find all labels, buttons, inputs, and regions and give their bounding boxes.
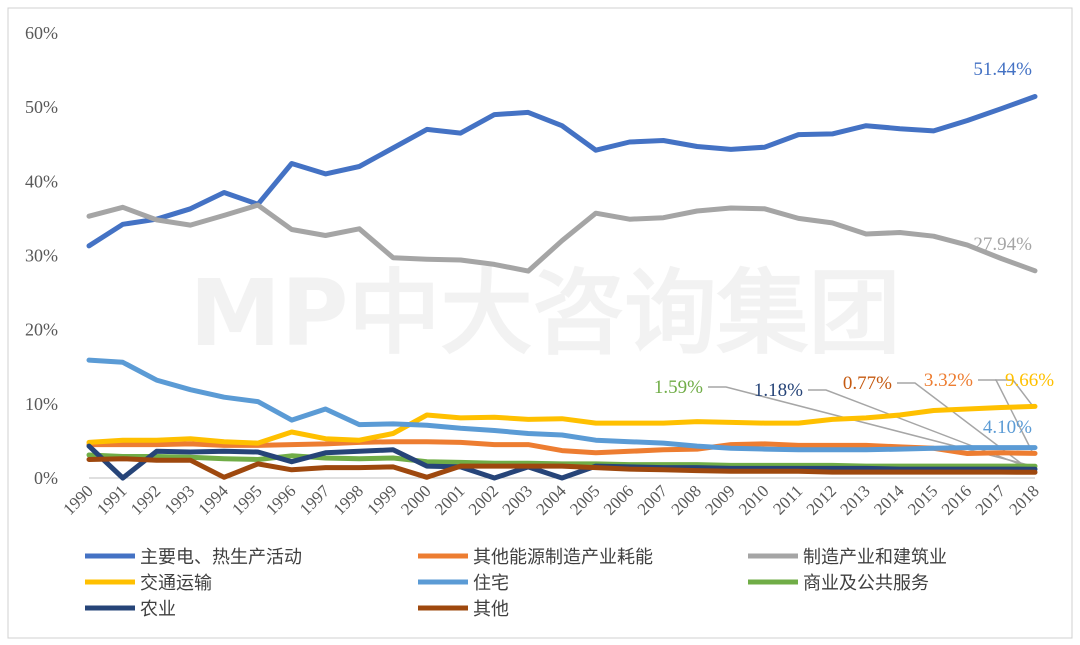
y-tick-label: 30%: [25, 246, 58, 266]
data-label: 1.59%: [654, 377, 703, 398]
legend-label: 住宅: [473, 573, 509, 594]
legend-label: 其他能源制造产业耗能: [473, 547, 653, 568]
series-line: [86, 443, 1038, 481]
data-label: 27.94%: [973, 234, 1032, 255]
data-label: 9.66%: [1005, 370, 1054, 391]
y-tick-label: 20%: [25, 320, 58, 340]
legend-label: 其他: [473, 599, 509, 620]
series-line: [86, 202, 1038, 274]
legend-label: 制造产业和建筑业: [803, 547, 947, 568]
series-line: [86, 456, 1038, 480]
legend-label: 主要电、热生产活动: [140, 547, 302, 568]
y-tick-label: 40%: [25, 171, 58, 191]
annotation-leader: [808, 389, 1034, 470]
annotation-leader: [995, 379, 1034, 407]
data-label: 3.32%: [924, 370, 973, 391]
y-tick-label: 10%: [25, 394, 58, 414]
series-line: [86, 403, 1038, 446]
watermark: MP中大咨询集团: [190, 260, 901, 367]
series-line: [86, 94, 1038, 249]
annotation-leader: [708, 386, 1034, 467]
y-tick-label: 50%: [25, 97, 58, 117]
legend-label: 商业及公共服务: [803, 573, 929, 594]
annotation-leader-lines: [708, 379, 1034, 473]
data-label: 0.77%: [843, 373, 892, 394]
data-label: 4.10%: [983, 417, 1032, 438]
data-label: 1.18%: [754, 380, 803, 401]
y-tick-label: 60%: [25, 23, 58, 43]
y-axis: 0% 10% 20% 30% 40% 50% 60%: [25, 23, 58, 488]
legend-label: 交通运输: [140, 573, 212, 594]
series-line: [86, 439, 1038, 456]
data-label: 51.44%: [973, 59, 1032, 80]
legend-label: 农业: [140, 599, 176, 620]
y-tick-label: 0%: [34, 468, 58, 488]
plot-area: [86, 94, 1038, 481]
annotation-leader: [897, 382, 1034, 473]
annotations: 51.44% 27.94% 1.59% 1.18% 0.77% 3.32% 9.66% 4.1…: [654, 59, 1054, 438]
series-line: [86, 357, 1038, 453]
chart-border: [7, 7, 1073, 639]
